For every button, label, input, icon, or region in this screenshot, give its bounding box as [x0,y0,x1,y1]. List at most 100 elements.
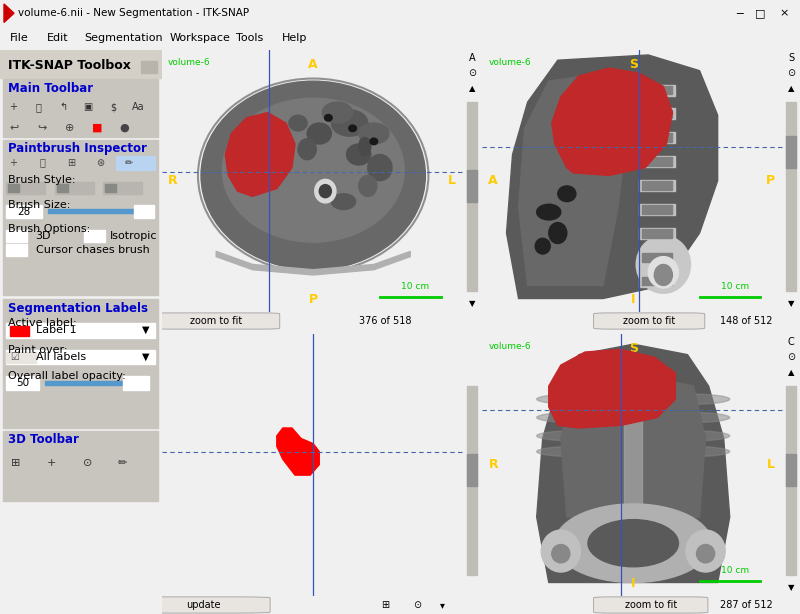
Text: ITK-SNAP Toolbox: ITK-SNAP Toolbox [8,59,131,72]
Text: Edit: Edit [46,33,68,43]
Text: 148 of 512: 148 of 512 [720,316,772,326]
Bar [639,276,675,287]
Bar [467,454,477,486]
Bar [46,381,126,385]
Bar [642,205,673,214]
Text: ─: ─ [737,8,743,18]
Text: All labels: All labels [35,352,86,362]
Text: 50: 50 [16,378,29,387]
Bar [639,228,675,239]
Bar [123,376,149,390]
Polygon shape [216,251,410,275]
Bar [6,206,42,218]
Text: Paintbrush Inspector: Paintbrush Inspector [8,142,147,155]
Bar [639,252,675,263]
Bar [642,229,673,238]
Text: ⊙: ⊙ [787,352,795,362]
Bar [6,244,27,255]
Text: ⊞: ⊞ [381,600,389,610]
Bar [116,157,155,170]
Bar [786,454,796,486]
Text: 10 cm: 10 cm [721,566,749,575]
Ellipse shape [331,194,356,209]
Ellipse shape [554,504,712,583]
Text: Main Toolbar: Main Toolbar [8,82,94,95]
Text: +: + [9,103,17,112]
Bar [3,299,158,428]
Text: 🔍: 🔍 [39,158,45,168]
Ellipse shape [358,176,377,196]
Ellipse shape [222,98,404,242]
Text: ×: × [779,8,789,18]
Text: 376 of 518: 376 of 518 [358,316,411,326]
Polygon shape [4,4,14,23]
Ellipse shape [648,257,678,288]
Text: S: S [629,58,638,71]
Ellipse shape [697,545,714,563]
Polygon shape [506,55,718,298]
Text: zoom to fit: zoom to fit [623,316,675,326]
Bar [639,85,675,96]
Text: ⊙: ⊙ [787,68,795,79]
Text: volume-6: volume-6 [489,341,531,351]
Ellipse shape [558,186,576,201]
Bar [467,386,477,575]
Text: Brush Size:: Brush Size: [8,200,70,210]
Text: volume-6: volume-6 [489,58,531,66]
Ellipse shape [298,139,316,160]
Text: Brush Options:: Brush Options: [8,224,90,234]
Text: ⊕: ⊕ [65,123,74,133]
Text: Label 1: Label 1 [35,325,76,335]
Text: 3D: 3D [35,231,51,241]
Text: ▼: ▼ [788,299,794,308]
Text: Workspace: Workspace [170,33,230,43]
Text: ▾: ▾ [440,600,445,610]
Text: ⊙: ⊙ [468,68,476,79]
Text: ↰: ↰ [59,103,67,112]
Text: Isotropic: Isotropic [110,231,158,241]
Ellipse shape [322,102,353,123]
Text: ⊛: ⊛ [96,158,104,168]
Text: 10 cm: 10 cm [401,282,430,292]
Text: A: A [489,174,498,187]
Bar [55,182,94,194]
Text: ▲: ▲ [469,85,475,93]
Bar [639,109,675,120]
Polygon shape [537,344,730,583]
Polygon shape [549,349,675,428]
Text: P: P [309,293,318,306]
Ellipse shape [537,430,621,441]
Text: ▼: ▼ [142,325,149,335]
Ellipse shape [549,222,567,244]
Text: ▲: ▲ [788,85,794,93]
FancyBboxPatch shape [594,597,708,613]
Bar [134,206,154,218]
Bar [6,352,35,363]
Text: zoom to fit: zoom to fit [190,316,242,326]
Ellipse shape [319,185,331,198]
Bar [0,50,162,78]
Text: ▲: ▲ [788,368,794,378]
Polygon shape [552,68,673,176]
FancyBboxPatch shape [152,313,280,329]
Ellipse shape [537,446,621,457]
Bar [141,61,157,74]
Bar [49,209,138,214]
FancyBboxPatch shape [594,313,705,329]
Text: ✏: ✏ [118,458,127,468]
Bar [639,180,675,191]
Text: Brush Style:: Brush Style: [8,174,75,185]
Bar [6,324,155,338]
Bar [105,184,116,192]
Polygon shape [518,71,627,286]
Text: update: update [186,600,220,610]
Text: Overall label opacity:: Overall label opacity: [8,371,126,381]
Text: ↪: ↪ [38,123,46,133]
Text: 10 cm: 10 cm [721,282,749,292]
Ellipse shape [588,519,678,567]
Ellipse shape [686,530,725,572]
Text: volume-6: volume-6 [168,58,210,66]
Bar [3,430,158,501]
Text: ⊙: ⊙ [82,458,92,468]
Text: I: I [631,293,635,306]
